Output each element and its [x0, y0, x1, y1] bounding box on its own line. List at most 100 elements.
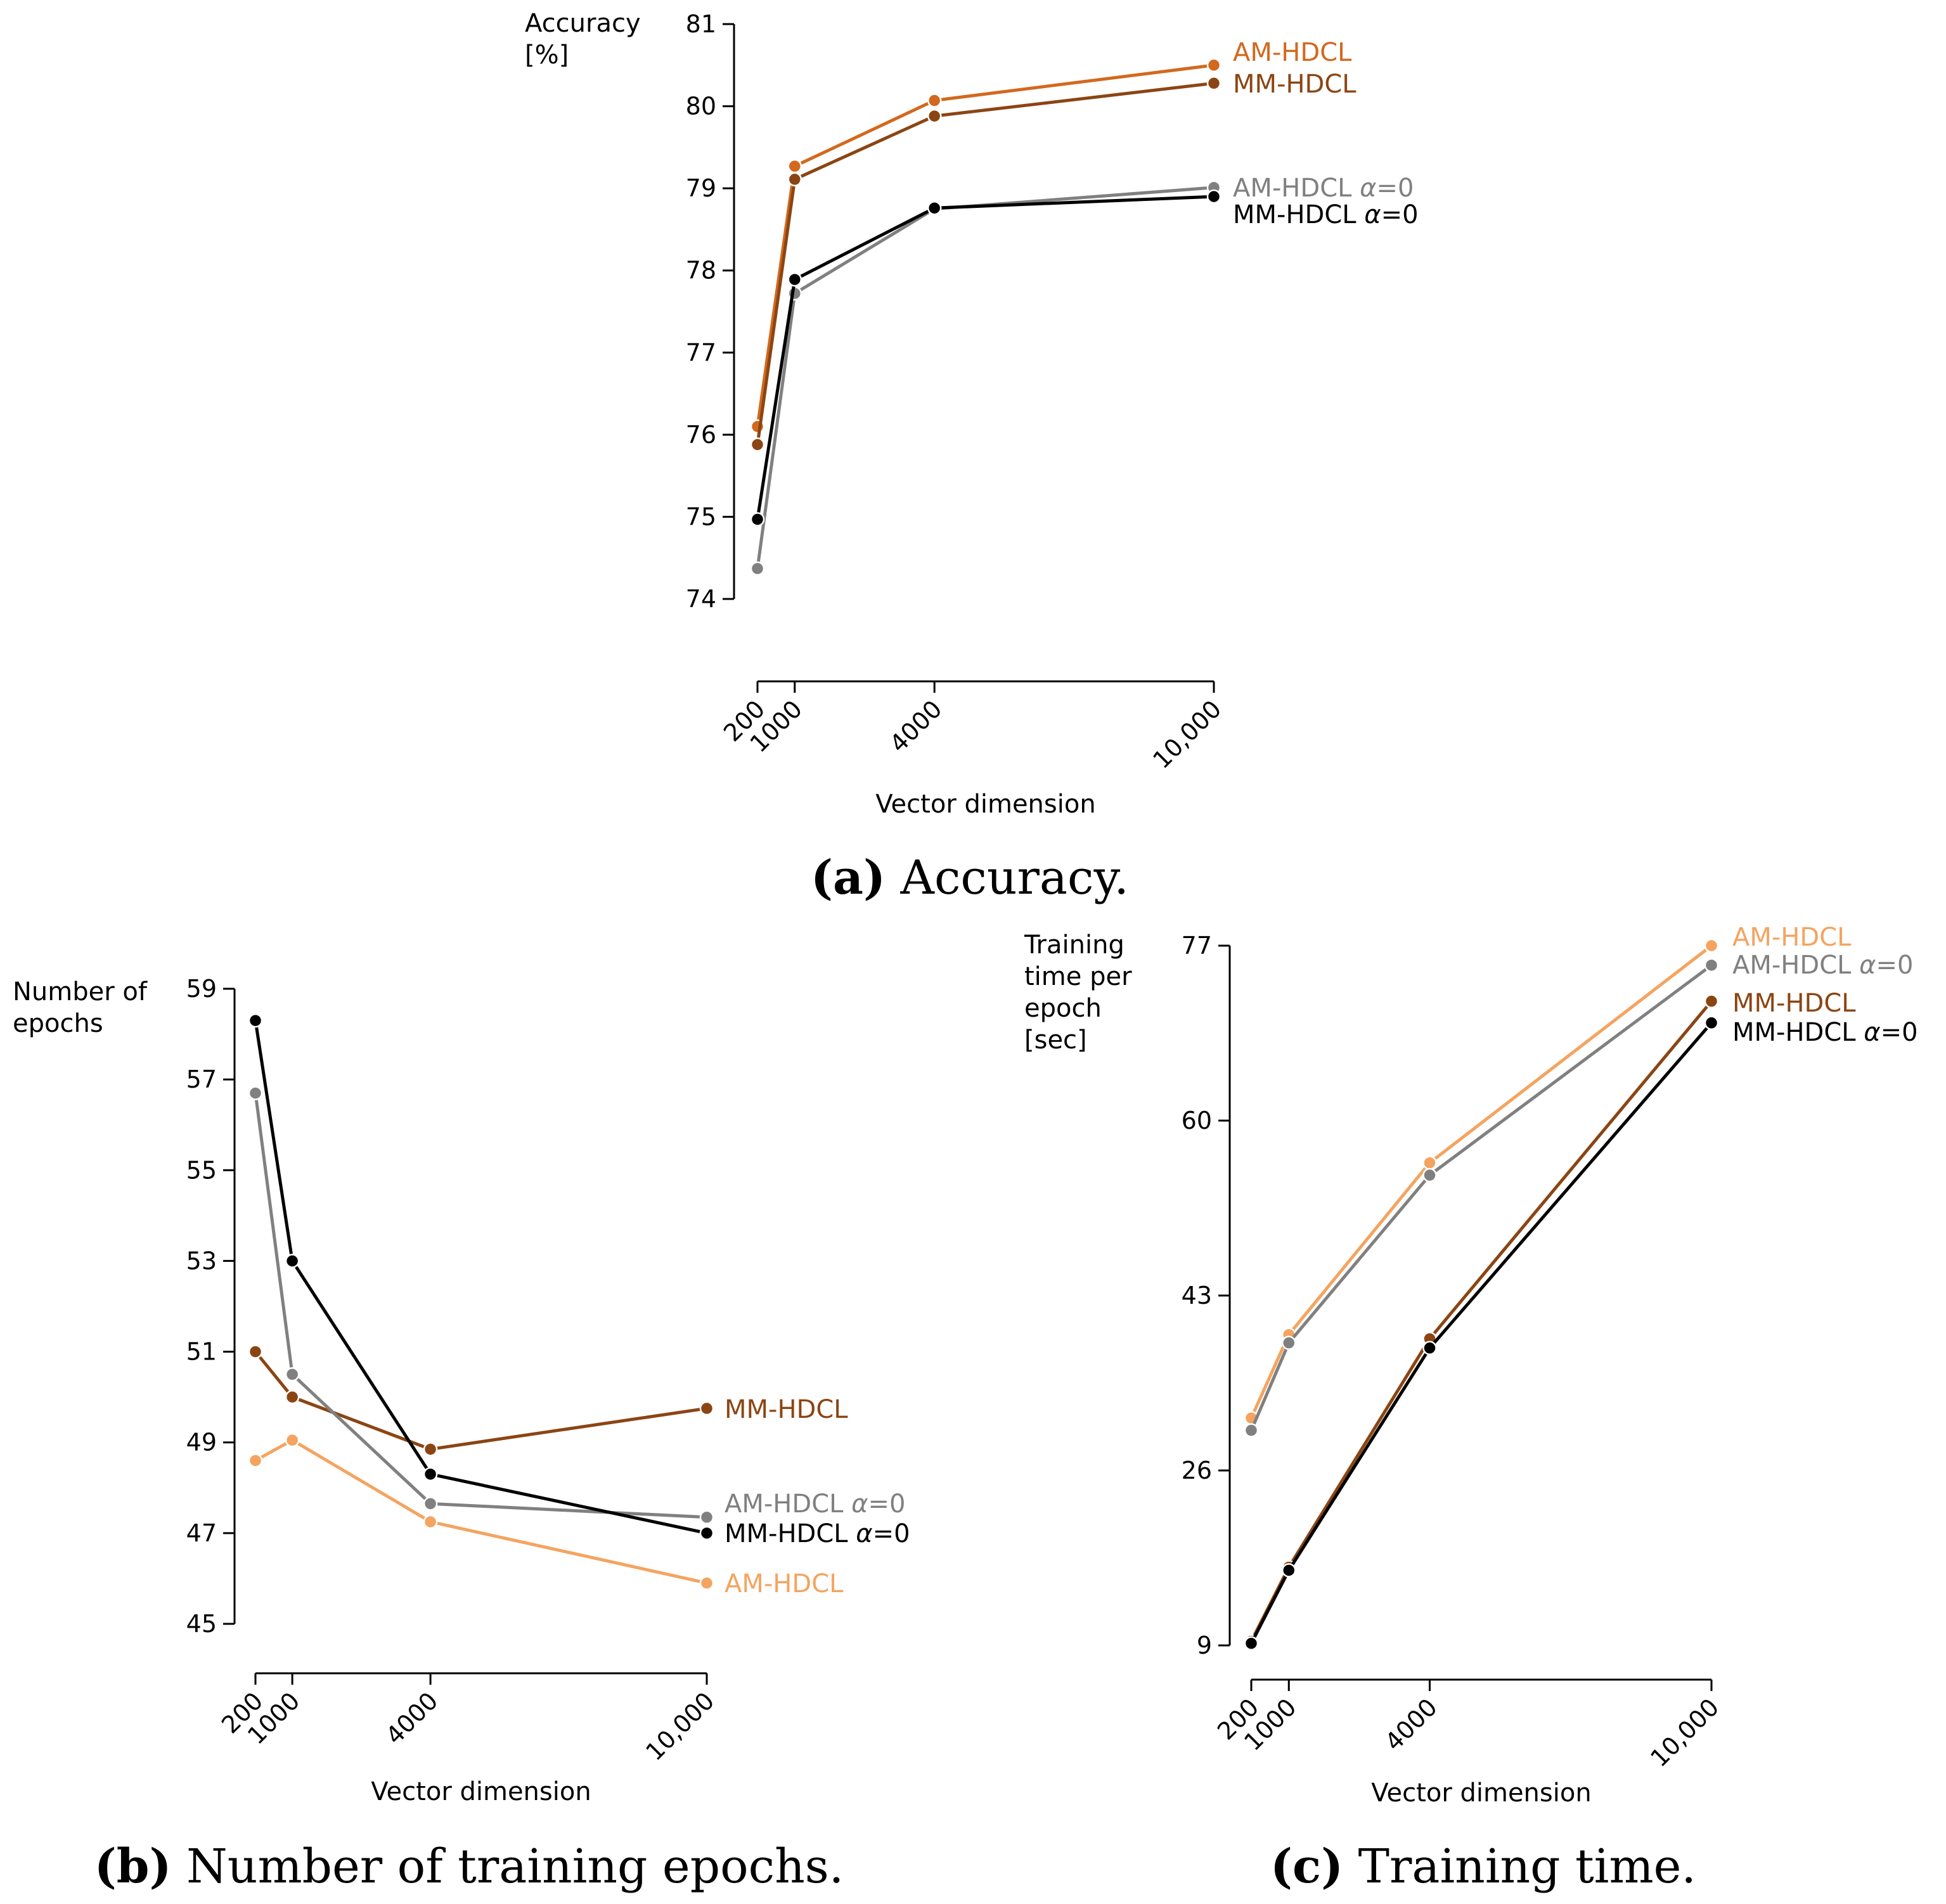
- caption-letter: (c): [1270, 1839, 1343, 1894]
- alpha-symbol: α: [851, 1489, 868, 1519]
- series-label-mm-hdcl-alpha-0: MM-HDCL α=0: [1732, 1018, 1918, 1047]
- data-point-mm-hdcl: [248, 1344, 263, 1359]
- series-line-mm-hdcl: [1249, 1000, 1713, 1642]
- y-axis-label-line: epochs: [13, 1009, 103, 1038]
- series-label-am-hdcl: AM-HDCL: [1732, 923, 1852, 952]
- y-tick-label: 51: [186, 1338, 217, 1366]
- data-point-mm-hdcl-alpha-0: [699, 1526, 714, 1541]
- series-label-text: MM-HDCL: [725, 1519, 856, 1548]
- y-tick-label: 55: [186, 1156, 217, 1184]
- y-tick-label: 60: [1182, 1107, 1212, 1135]
- caption-text: Number of training epochs.: [186, 1839, 844, 1894]
- data-point-am-hdcl-alpha-0: [285, 1367, 300, 1382]
- y-tick-label: 78: [686, 257, 716, 285]
- y-tick-label: 77: [1182, 932, 1212, 960]
- caption-text: Accuracy.: [900, 851, 1129, 905]
- data-point-mm-hdcl: [1704, 994, 1719, 1008]
- y-tick-label: 74: [686, 585, 716, 613]
- series-line-am-hdcl: [756, 63, 1215, 427]
- data-point-am-hdcl: [1206, 58, 1221, 73]
- x-axis-label: Vector dimension: [1371, 1779, 1591, 1808]
- series-label-am-hdcl-alpha-0: AM-HDCL α=0: [1233, 174, 1414, 203]
- y-tick-label: 81: [686, 10, 716, 38]
- y-tick-label: 9: [1197, 1631, 1212, 1659]
- series-label-text: =0: [1381, 200, 1419, 229]
- data-point-mm-hdcl-alpha-0: [248, 1013, 263, 1028]
- x-tick-label: 4000: [1379, 1693, 1443, 1756]
- x-tick-label: 10,000: [1147, 695, 1227, 774]
- series-line-mm-hdcl: [756, 81, 1215, 445]
- y-tick-label: 43: [1182, 1282, 1212, 1309]
- data-point-am-hdcl-alpha-0: [1244, 1423, 1259, 1438]
- data-point-mm-hdcl: [750, 437, 765, 452]
- data-point-mm-hdcl-alpha-0: [423, 1467, 438, 1482]
- data-point-am-hdcl-alpha-0: [1704, 958, 1719, 973]
- y-axis-label-line: Training: [1024, 930, 1124, 960]
- data-point-mm-hdcl-alpha-0: [1206, 189, 1221, 204]
- y-axis-label: Training time per epoch [sec]: [1024, 930, 1132, 1055]
- data-point-am-hdcl-alpha-0: [750, 561, 765, 576]
- y-tick-label: 77: [686, 338, 716, 366]
- caption-text: Training time.: [1358, 1839, 1696, 1894]
- y-tick-label: 47: [186, 1519, 217, 1547]
- y-axis-label-line: Accuracy: [525, 9, 641, 38]
- data-point-mm-hdcl-alpha-0: [1704, 1015, 1719, 1031]
- y-axis-label-line: time per: [1024, 962, 1132, 991]
- data-point-mm-hdcl-alpha-0: [787, 272, 802, 287]
- data-point-am-hdcl: [927, 93, 942, 108]
- y-tick-label: 80: [686, 93, 716, 120]
- series-label-text: AM-HDCL: [1233, 174, 1360, 203]
- x-axis-label: Vector dimension: [371, 1777, 591, 1806]
- data-point-am-hdcl: [248, 1453, 263, 1468]
- series-line-mm-hdcl-alpha-0: [1249, 1022, 1713, 1644]
- y-axis-label-line: [sec]: [1024, 1026, 1087, 1055]
- alpha-symbol: α: [1864, 1018, 1880, 1047]
- data-point-mm-hdcl: [699, 1401, 714, 1416]
- series-line-mm-hdcl: [254, 1350, 707, 1451]
- y-tick-label: 26: [1182, 1457, 1212, 1484]
- data-point-am-hdcl: [1422, 1155, 1437, 1170]
- x-axis-label: Vector dimension: [875, 790, 1095, 819]
- series-line-mm-hdcl-alpha-0: [756, 195, 1215, 520]
- series-label-text: =0: [868, 1489, 906, 1519]
- alpha-symbol: α: [1364, 200, 1381, 229]
- series-label-text: AM-HDCL: [725, 1489, 851, 1519]
- caption-letter: (b): [94, 1839, 172, 1894]
- data-point-mm-hdcl-alpha-0: [750, 512, 765, 527]
- alpha-symbol: α: [1360, 174, 1376, 203]
- series-label-mm-hdcl: MM-HDCL: [1233, 70, 1356, 99]
- data-point-am-hdcl-alpha-0: [423, 1496, 438, 1511]
- y-axis-label: Number of epochs: [13, 977, 148, 1038]
- caption-letter: (a): [811, 851, 886, 905]
- data-point-mm-hdcl-alpha-0: [1282, 1563, 1296, 1578]
- data-point-mm-hdcl: [1206, 76, 1221, 91]
- series-label-text: MM-HDCL: [1233, 200, 1364, 229]
- y-tick-label: 79: [686, 174, 716, 202]
- data-point-am-hdcl-alpha-0: [699, 1510, 714, 1525]
- series-line-mm-hdcl-alpha-0: [254, 1020, 707, 1535]
- series-label-am-hdcl: AM-HDCL: [1233, 38, 1352, 67]
- caption-accuracy: (a) Accuracy.: [811, 851, 1129, 905]
- series-label-text: =0: [1881, 1018, 1918, 1047]
- data-point-mm-hdcl: [423, 1442, 438, 1457]
- series-label-mm-hdcl: MM-HDCL: [1732, 989, 1856, 1018]
- y-tick-label: 57: [186, 1065, 217, 1093]
- data-point-am-hdcl-alpha-0: [248, 1086, 263, 1100]
- alpha-symbol: α: [856, 1519, 872, 1548]
- series-label-text: =0: [1876, 951, 1914, 980]
- y-tick-label: 49: [186, 1429, 217, 1457]
- series-label-text: =0: [873, 1519, 910, 1548]
- data-point-am-hdcl-alpha-0: [1422, 1167, 1437, 1183]
- y-tick-label: 45: [186, 1610, 217, 1638]
- y-axis-label-line: [%]: [525, 41, 569, 70]
- caption-epochs: (b) Number of training epochs.: [94, 1839, 844, 1894]
- x-tick-label: 4000: [380, 1687, 444, 1750]
- data-point-am-hdcl: [285, 1432, 300, 1448]
- series-line-am-hdcl: [254, 1438, 707, 1585]
- data-point-am-hdcl: [699, 1576, 714, 1590]
- x-tick-label: 10,000: [1645, 1693, 1724, 1772]
- series-line-am-hdcl-alpha-0: [756, 186, 1215, 569]
- y-axis-label-line: epoch: [1024, 994, 1102, 1023]
